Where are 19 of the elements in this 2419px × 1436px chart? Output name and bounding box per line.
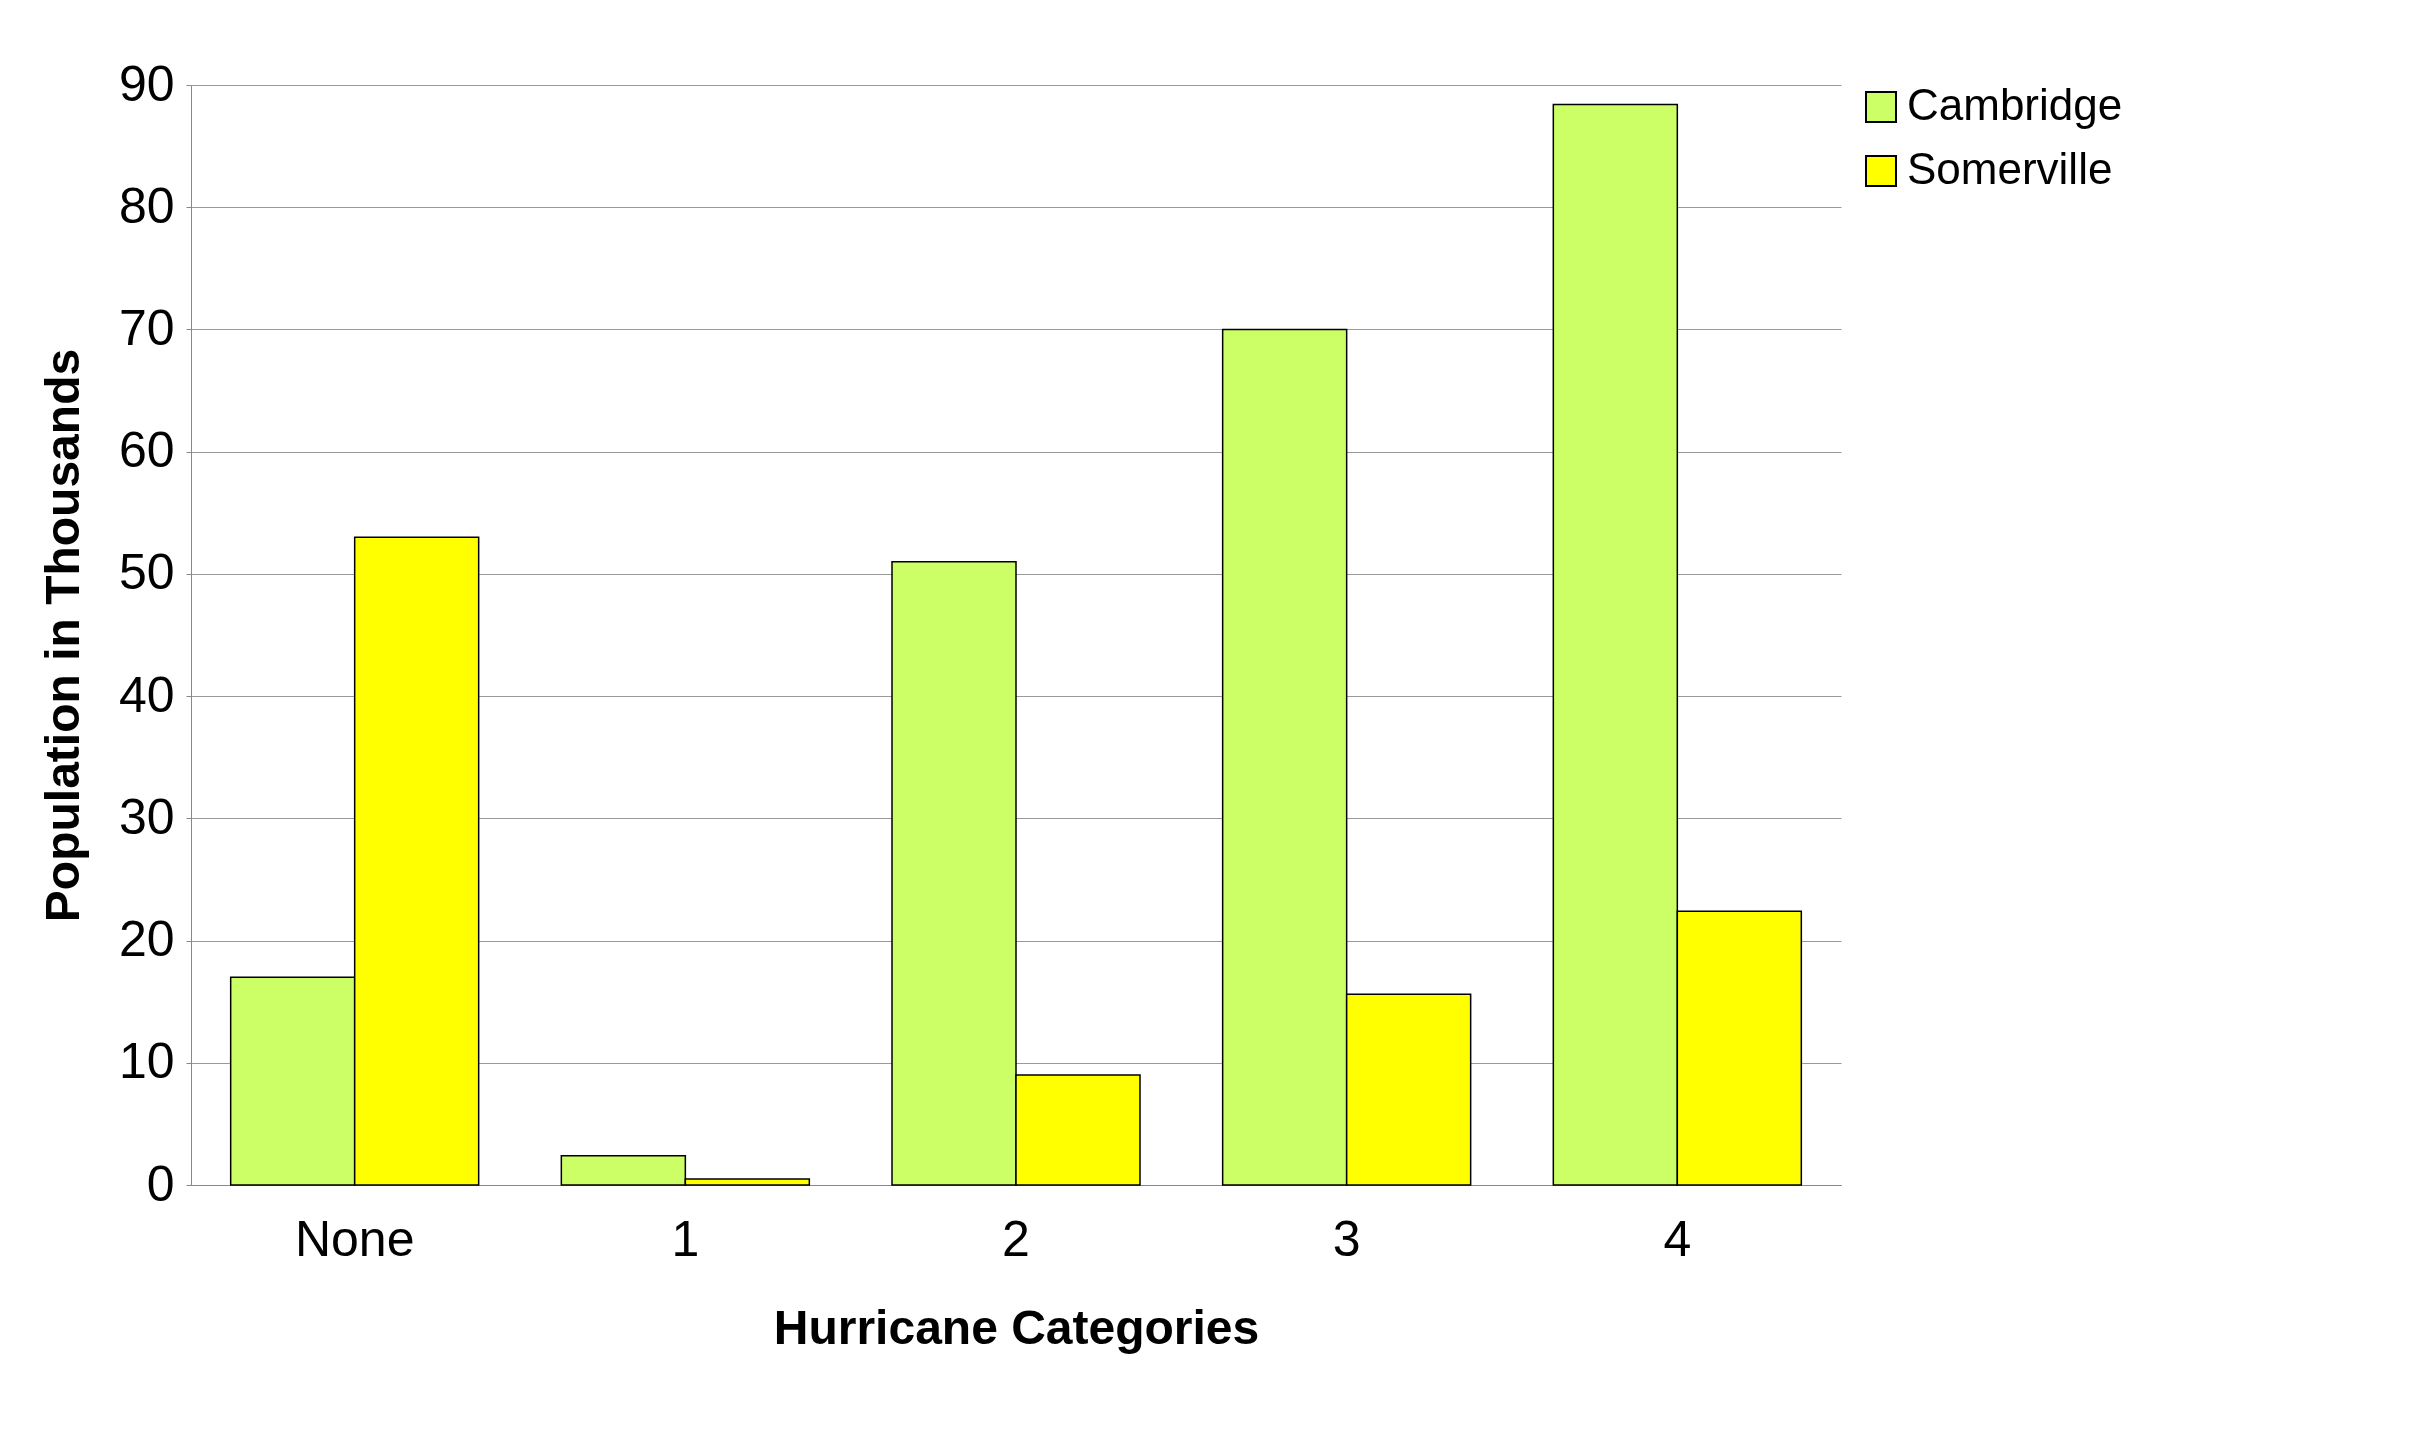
y-tick-label: 40 xyxy=(118,666,175,723)
y-tick-label: 80 xyxy=(118,177,175,234)
x-tick-label: 4 xyxy=(1663,1210,1692,1267)
y-tick-label: 60 xyxy=(118,422,175,479)
y-tick-label: 50 xyxy=(118,544,175,601)
x-tick-label: 2 xyxy=(1002,1210,1030,1267)
y-tick-label: 0 xyxy=(146,1155,175,1212)
x-axis-title: Hurricane Categories xyxy=(773,1300,1260,1354)
x-tick-label: 1 xyxy=(671,1210,700,1267)
y-tick-label: 20 xyxy=(118,911,175,968)
legend-label: Cambridge xyxy=(1907,80,2123,129)
x-tick-label: None xyxy=(294,1210,415,1267)
y-tick-label: 30 xyxy=(118,788,175,845)
x-tick-label: 3 xyxy=(1332,1210,1361,1267)
y-axis-title: Population in Thousands xyxy=(35,348,89,923)
y-tick-label: 90 xyxy=(118,55,175,112)
legend-label: Somerville xyxy=(1907,144,2113,193)
y-tick-label: 70 xyxy=(118,299,175,356)
y-tick-label: 10 xyxy=(118,1033,175,1090)
